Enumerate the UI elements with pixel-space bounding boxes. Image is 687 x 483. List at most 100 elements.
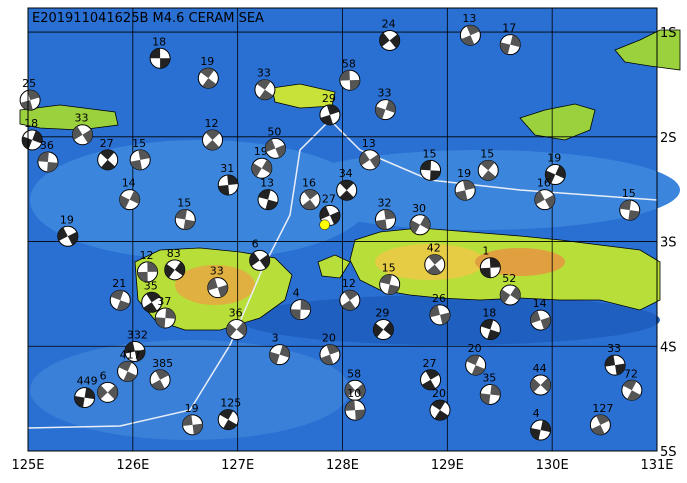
depth-label: 20: [468, 342, 482, 355]
beachball-quadrant: [431, 400, 449, 421]
beachball-quadrant: [421, 369, 440, 390]
depth-label: 15: [177, 197, 191, 210]
beachball: [149, 47, 171, 69]
depth-label: 33: [257, 67, 271, 80]
beachball-quadrant: [119, 190, 140, 209]
depth-label: 25: [22, 77, 36, 90]
beachball: [264, 137, 286, 159]
depth-label: 18: [152, 35, 166, 48]
depth-label: 19: [254, 145, 268, 158]
depth-label: 16: [302, 177, 316, 190]
depth-label: 27: [322, 192, 336, 205]
depth-label: 29: [375, 307, 389, 320]
beachball-quadrant: [164, 261, 185, 278]
beachball-quadrant: [319, 206, 340, 225]
depth-label: 15: [622, 187, 636, 200]
y-tick-label: 1S: [660, 26, 677, 41]
beachball: [429, 399, 451, 421]
beachball: [174, 209, 196, 231]
depth-label: 72: [624, 367, 638, 380]
island: [614, 29, 681, 71]
beachball-quadrant: [375, 100, 396, 120]
beachball-quadrant: [455, 180, 475, 201]
beachball-quadrant: [290, 299, 311, 320]
beachball: [530, 374, 552, 396]
beachball: [420, 159, 442, 181]
depth-label: 27: [423, 357, 437, 370]
beachball: [207, 277, 229, 299]
depth-label: 6: [252, 237, 259, 250]
beachball: [217, 174, 239, 196]
beachball-quadrant: [143, 292, 161, 313]
beachball-quadrant: [155, 308, 176, 328]
depth-label: 4: [293, 287, 300, 300]
beachball-quadrant: [97, 385, 118, 400]
beachball: [249, 249, 271, 271]
beachball: [409, 214, 431, 236]
beachball: [459, 24, 481, 46]
beachball: [319, 104, 341, 126]
beachball-quadrant: [110, 290, 130, 311]
beachball-quadrant: [379, 32, 400, 49]
beachball-quadrant: [320, 104, 340, 125]
depth-label: 19: [200, 55, 214, 68]
depth-label: 35: [144, 279, 158, 292]
beachball: [420, 369, 442, 391]
depth-label: 58: [342, 57, 356, 70]
beachball: [117, 360, 139, 382]
beachball-quadrant: [429, 305, 450, 325]
beachball: [290, 299, 312, 321]
depth-label: 27: [100, 137, 114, 150]
depth-label: 15: [382, 261, 396, 274]
beachball: [97, 381, 119, 403]
depth-label: 16: [537, 177, 551, 190]
depth-label: 36: [229, 307, 243, 320]
depth-label: 29: [322, 92, 336, 105]
beachball: [379, 29, 401, 51]
beachball: [319, 344, 341, 366]
depth-label: 37: [157, 295, 171, 308]
depth-label: 33: [75, 112, 89, 125]
beachball: [479, 257, 501, 279]
depth-label: 44: [533, 362, 547, 375]
beachball-quadrant: [373, 321, 394, 338]
beachball: [257, 189, 279, 211]
beachball-quadrant: [137, 261, 158, 282]
beachball: [319, 204, 341, 226]
depth-label: 19: [547, 152, 561, 165]
beachball-quadrant: [339, 70, 360, 91]
depth-label: 17: [502, 22, 516, 35]
depth-label: 34: [339, 167, 353, 180]
beachball: [530, 419, 552, 441]
depth-label: 33: [210, 265, 224, 278]
beachball: [477, 159, 499, 181]
beachball-quadrant: [218, 174, 239, 195]
depth-label: 24: [382, 17, 396, 30]
beachball: [479, 319, 501, 341]
beachball: [499, 34, 521, 56]
depth-label: 13: [260, 177, 274, 190]
y-tick-label: 2S: [660, 131, 677, 146]
beachball: [374, 209, 396, 231]
target-event: [319, 219, 330, 231]
depth-label: 14: [122, 177, 136, 190]
beachball-quadrant: [427, 254, 443, 275]
frame: [27, 7, 658, 452]
depth-label: 1: [482, 245, 489, 258]
beachball: [37, 151, 59, 173]
beachball: [137, 261, 159, 283]
beachball-quadrant: [256, 79, 274, 100]
depth-label: 83: [167, 247, 181, 260]
beachball: [454, 179, 476, 201]
y-tick-label: 5S: [660, 445, 677, 460]
beachball: [530, 309, 552, 331]
x-tick-label: 128E: [326, 458, 359, 473]
depth-label: 15: [480, 147, 494, 160]
beachball: [254, 79, 276, 101]
beachball: [149, 369, 171, 391]
beachball: [97, 149, 119, 171]
depth-label: 332: [127, 329, 148, 342]
depth-label: 50: [267, 125, 281, 138]
depth-label: 19: [457, 167, 471, 180]
